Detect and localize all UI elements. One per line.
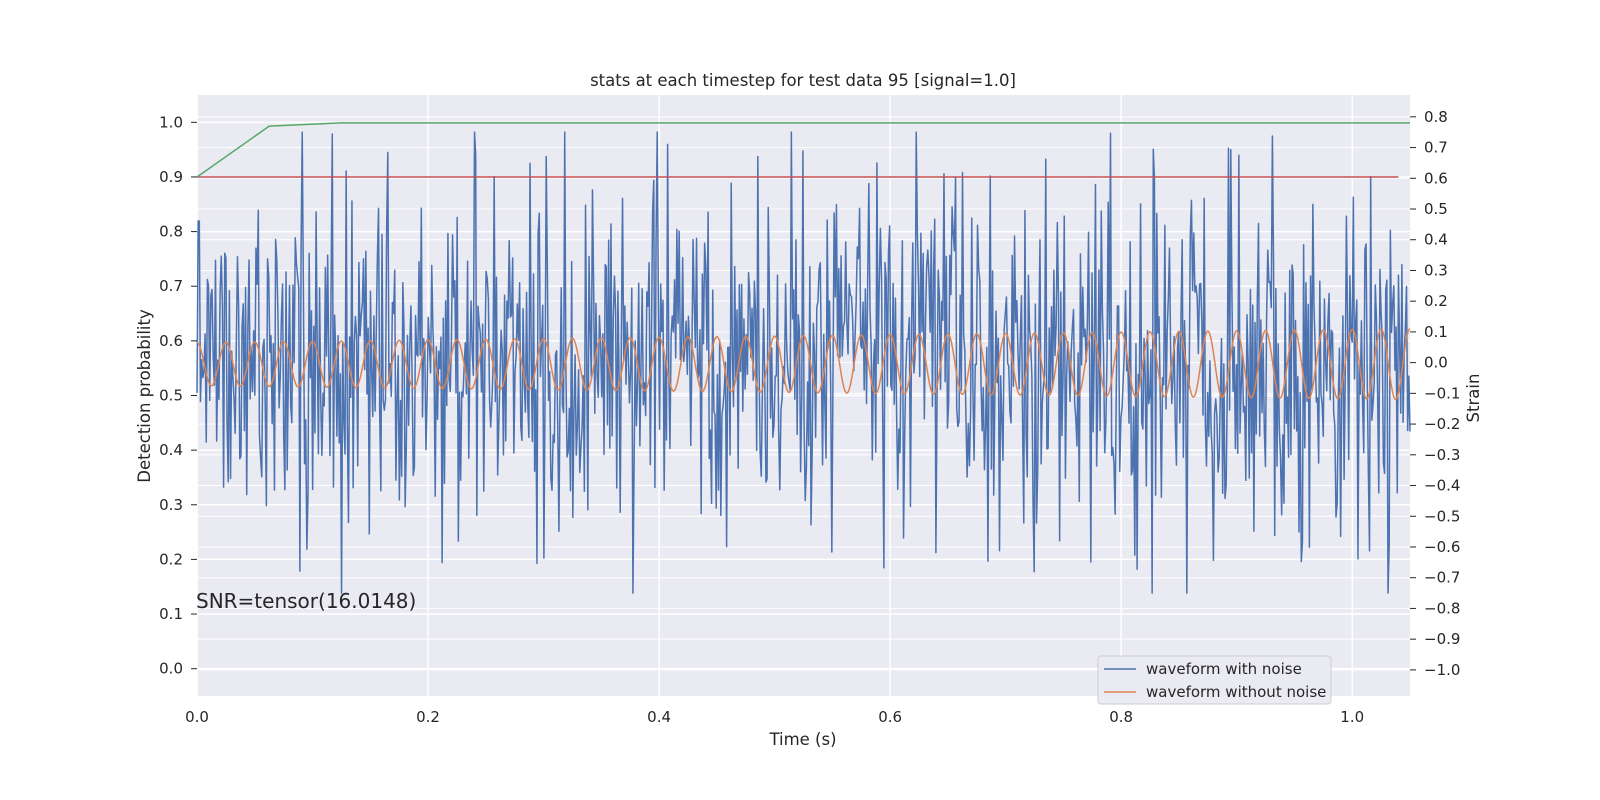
y-tick-label: 0.0 <box>159 660 183 678</box>
left-axis-ticks: 0.0 0.1 0.2 0.3 0.4 0.5 0.6 0.7 0.8 0.9 1.0 <box>159 113 197 678</box>
right-axis-ticks: −1.0 −0.9 −0.8 −0.7 −0.6 −0.5 −0.4 −0.3 −0.2 −0.1… <box>1410 108 1460 679</box>
legend: waveform with noise waveform without noi… <box>1097 655 1332 705</box>
series-layer <box>196 122 1411 594</box>
waveform-without-noise-line <box>196 328 1411 401</box>
legend-label-without-noise: waveform without noise <box>1146 683 1326 701</box>
x-tick-label: 0.8 <box>1109 708 1133 726</box>
y2-tick-label: 0.7 <box>1424 139 1448 157</box>
y2-tick-label: −1.0 <box>1424 661 1460 679</box>
y2-tick-label: 0.4 <box>1424 231 1448 249</box>
chart-title: stats at each timestep for test data 95 … <box>590 71 1016 90</box>
y-tick-label: 0.2 <box>159 550 183 568</box>
x-tick-label: 0.4 <box>647 708 671 726</box>
y2-axis-label: Strain <box>1464 374 1483 423</box>
x-axis-label: Time (s) <box>768 730 836 749</box>
y2-tick-label: 0.5 <box>1424 200 1448 218</box>
y2-tick-label: −0.6 <box>1424 538 1460 556</box>
y2-tick-label: −0.2 <box>1424 415 1460 433</box>
y-tick-label: 0.3 <box>159 496 183 514</box>
legend-label-with-noise: waveform with noise <box>1146 660 1302 678</box>
y2-tick-label: −0.8 <box>1424 599 1460 617</box>
legend-box <box>1097 655 1332 705</box>
detection-probability-line <box>196 122 1410 178</box>
y2-tick-label: −0.9 <box>1424 630 1460 648</box>
x-tick-label: 1.0 <box>1340 708 1364 726</box>
y2-tick-label: −0.4 <box>1424 477 1460 495</box>
y-tick-label: 1.0 <box>159 113 183 131</box>
bottom-axis-ticks: 0.0 0.2 0.4 0.6 0.8 1.0 <box>185 708 1364 726</box>
y-axis-label: Detection probability <box>135 309 154 483</box>
y2-tick-label: −0.5 <box>1424 507 1460 525</box>
x-tick-label: 0.0 <box>185 708 209 726</box>
y2-tick-label: −0.7 <box>1424 569 1460 587</box>
y-tick-label: 0.8 <box>159 223 183 241</box>
waveform-with-noise-line <box>196 131 1411 594</box>
y2-tick-label: 0.6 <box>1424 169 1448 187</box>
y2-tick-label: 0.8 <box>1424 108 1448 126</box>
y-tick-label: 0.5 <box>159 387 183 405</box>
x-tick-label: 0.6 <box>878 708 902 726</box>
snr-annotation: SNR=tensor(16.0148) <box>196 589 416 613</box>
y2-tick-label: 0.2 <box>1424 292 1448 310</box>
y-tick-label: 0.7 <box>159 277 183 295</box>
y2-tick-label: 0.3 <box>1424 261 1448 279</box>
y2-tick-label: 0.1 <box>1424 323 1448 341</box>
y-tick-label: 0.6 <box>159 332 183 350</box>
y-tick-label: 0.4 <box>159 441 183 459</box>
y2-tick-label: 0.0 <box>1424 354 1448 372</box>
y2-tick-label: −0.1 <box>1424 384 1460 402</box>
y2-tick-label: −0.3 <box>1424 446 1460 464</box>
y-tick-label: 0.1 <box>159 605 183 623</box>
x-tick-label: 0.2 <box>416 708 440 726</box>
y-tick-label: 0.9 <box>159 168 183 186</box>
